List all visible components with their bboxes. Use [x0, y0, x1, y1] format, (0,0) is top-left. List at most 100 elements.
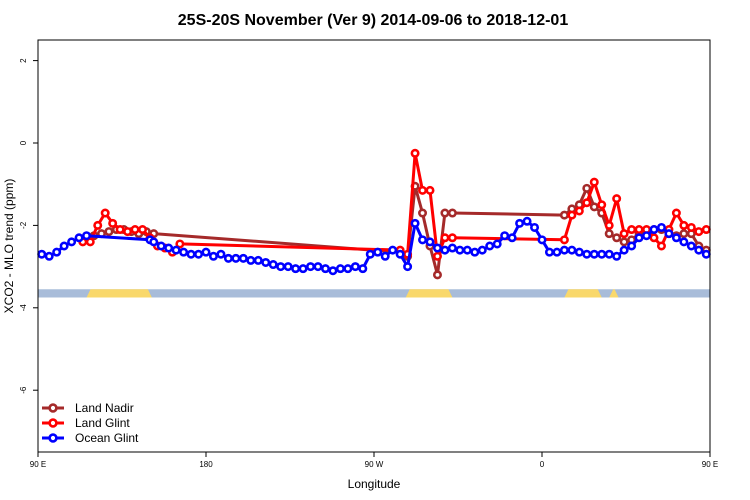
x-tick-label: 0: [540, 460, 545, 469]
y-tick-label: -4: [19, 304, 28, 312]
data-point: [82, 231, 92, 241]
series-land-glint: [78, 148, 711, 261]
data-point: [634, 233, 644, 243]
data-point: [500, 231, 510, 241]
land-segment: [405, 289, 453, 298]
data-point: [649, 233, 659, 243]
data-point: [612, 194, 622, 204]
data-point: [455, 245, 465, 255]
data-point: [559, 245, 569, 255]
data-point: [268, 260, 278, 270]
legend-marker: [48, 418, 58, 428]
data-point: [283, 262, 293, 272]
data-point: [410, 148, 420, 158]
data-point: [507, 233, 517, 243]
data-point: [477, 245, 487, 255]
data-point: [642, 231, 652, 241]
x-tick-label: 90 E: [30, 460, 46, 469]
data-point: [432, 270, 442, 280]
land-segment: [609, 289, 619, 298]
data-point: [515, 218, 525, 228]
data-point: [44, 251, 54, 261]
data-point: [559, 235, 569, 245]
data-point: [440, 233, 450, 243]
data-point: [664, 229, 674, 239]
y-tick-label: -6: [19, 386, 28, 394]
data-point: [216, 249, 226, 259]
chart-title: 25S-20S November (Ver 9) 2014-09-06 to 2…: [178, 12, 569, 29]
data-point: [619, 237, 629, 247]
data-point: [37, 249, 47, 259]
legend-label: Land Glint: [75, 416, 130, 430]
legend-item: Land Glint: [42, 416, 130, 430]
x-tick-label: 90 W: [365, 460, 384, 469]
data-point: [522, 216, 532, 226]
data-point: [149, 237, 159, 247]
land-segment: [86, 289, 152, 298]
y-tick-label: 0: [19, 140, 28, 145]
data-point: [679, 229, 689, 239]
data-point: [365, 249, 375, 259]
data-point: [246, 255, 256, 265]
data-point: [559, 210, 569, 220]
data-point: [447, 243, 457, 253]
data-point: [634, 225, 644, 235]
x-axis-label: Longitude: [348, 477, 401, 491]
x-tick-label: 90 E: [702, 460, 718, 469]
data-point: [694, 245, 704, 255]
data-point: [440, 208, 450, 218]
data-point: [186, 249, 196, 259]
y-axis: -6 -4 -2 0 2: [19, 58, 38, 394]
data-point: [59, 241, 69, 251]
data-point: [343, 264, 353, 274]
data-point: [328, 266, 338, 276]
data-point: [175, 239, 185, 249]
data-point: [179, 247, 189, 257]
data-point: [544, 247, 554, 257]
data-point: [238, 253, 248, 263]
data-point: [574, 206, 584, 216]
data-point: [291, 264, 301, 274]
data-point: [164, 243, 174, 253]
data-point: [597, 200, 607, 210]
data-point: [701, 249, 711, 259]
x-axis: 90 E 180 90 W 0 90 E: [30, 452, 718, 469]
land-segment: [564, 289, 602, 298]
data-point: [67, 237, 77, 247]
data-point: [462, 245, 472, 255]
ocean-strip: [38, 289, 710, 298]
data-point: [276, 262, 286, 272]
data-point: [208, 251, 218, 261]
data-point: [537, 235, 547, 245]
data-point: [440, 245, 450, 255]
data-point: [604, 220, 614, 230]
legend-marker: [48, 403, 58, 413]
data-point: [619, 245, 629, 255]
data-point: [306, 262, 316, 272]
data-point: [574, 247, 584, 257]
y-tick-label: 2: [19, 58, 28, 63]
data-point: [350, 262, 360, 272]
data-point: [656, 222, 666, 232]
data-point: [418, 235, 428, 245]
data-point: [485, 241, 495, 251]
series-layer: [37, 148, 711, 280]
data-point: [358, 264, 368, 274]
data-point: [627, 241, 637, 251]
data-point: [656, 241, 666, 251]
data-point: [403, 262, 413, 272]
data-point: [425, 237, 435, 247]
series-line: [82, 151, 707, 258]
data-point: [679, 220, 689, 230]
data-point: [604, 249, 614, 259]
data-point: [686, 222, 696, 232]
data-point: [589, 177, 599, 187]
data-point: [649, 225, 659, 235]
data-point: [100, 208, 110, 218]
data-point: [108, 218, 118, 228]
data-point: [194, 249, 204, 259]
plot-frame: [37, 39, 711, 453]
legend-item: Ocean Glint: [42, 431, 139, 445]
data-point: [156, 241, 166, 251]
